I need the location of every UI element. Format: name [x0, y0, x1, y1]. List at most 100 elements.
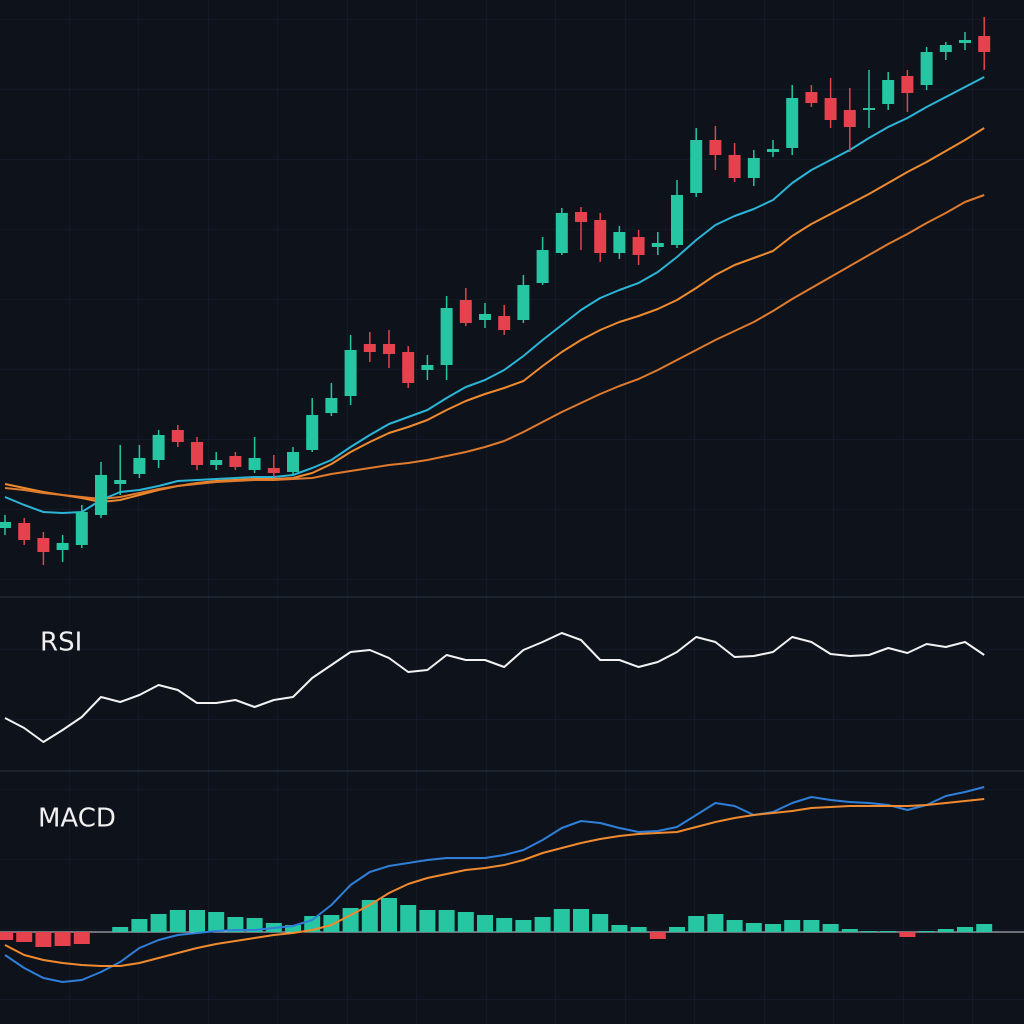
line: [4, 194, 985, 500]
panel-title: MACD: [38, 804, 116, 834]
histogram-bar: [515, 920, 532, 932]
candle-body: [171, 430, 184, 442]
line: [4, 798, 985, 967]
histogram-bar: [496, 918, 513, 932]
histogram-bar: [918, 931, 935, 932]
candle-body: [306, 415, 319, 450]
candle-body: [747, 158, 760, 178]
histogram-bar: [419, 910, 436, 932]
histogram-bar: [16, 932, 33, 942]
histogram-bar: [400, 905, 417, 932]
histogram-bar: [745, 923, 762, 932]
histogram-bar: [649, 932, 666, 939]
histogram-bar: [227, 917, 244, 932]
candle-body: [114, 480, 127, 484]
candle-body: [421, 365, 434, 370]
candle-body: [805, 92, 818, 103]
candle-body: [632, 237, 645, 255]
histogram-bar: [841, 929, 858, 932]
line: [4, 76, 985, 514]
candle-body: [248, 458, 261, 470]
histogram-bar: [957, 927, 973, 932]
histogram-bar: [323, 915, 340, 932]
candle-body: [498, 316, 511, 330]
candle-body: [939, 45, 952, 52]
candle-body: [843, 110, 856, 127]
candle-body: [210, 460, 223, 465]
histogram-bar: [573, 909, 589, 932]
candle-body: [0, 522, 11, 528]
candle-body: [671, 195, 683, 245]
histogram-bar: [784, 920, 801, 932]
histogram-bar: [73, 932, 90, 944]
histogram-bar: [937, 929, 954, 932]
histogram-bar: [899, 932, 916, 937]
candle-body: [517, 285, 530, 320]
histogram-bar: [246, 918, 263, 932]
histogram-bar: [457, 912, 474, 932]
histogram-bar: [688, 916, 705, 932]
histogram-bar: [112, 927, 129, 932]
candle-body: [709, 140, 722, 155]
candle-body: [402, 352, 415, 383]
candle-body: [920, 52, 933, 85]
candle-body: [575, 212, 587, 222]
candle-body: [882, 80, 895, 104]
histogram-bar: [976, 924, 993, 932]
histogram-bar: [765, 924, 781, 932]
histogram-bar: [707, 914, 724, 932]
candle-body: [690, 140, 703, 193]
candle-body: [152, 435, 165, 460]
histogram-bar: [611, 925, 628, 932]
candle-body: [344, 350, 357, 396]
histogram-bar: [803, 920, 820, 932]
candle-body: [767, 149, 779, 152]
histogram-bar: [592, 914, 609, 932]
candle-body: [37, 538, 50, 552]
candle-body: [651, 243, 664, 247]
candle-body: [18, 523, 31, 540]
candle-body: [978, 36, 991, 52]
candle-body: [56, 543, 69, 550]
candle-body: [824, 98, 837, 120]
histogram-bar: [630, 927, 647, 932]
histogram-bar: [189, 910, 205, 932]
histogram-bar: [669, 927, 685, 932]
candle-body: [863, 108, 875, 110]
histogram-bar: [726, 920, 743, 932]
candle-body: [613, 232, 626, 253]
histogram-bar: [861, 931, 877, 932]
panel-title: RSI: [40, 628, 82, 658]
candle-body: [728, 155, 741, 178]
candle-body: [536, 250, 549, 283]
histogram-bar: [0, 932, 13, 940]
histogram-bar: [822, 924, 839, 932]
histogram-bar: [150, 914, 167, 932]
histogram-bar: [35, 932, 52, 947]
histogram-bar: [285, 925, 301, 932]
histogram-bar: [553, 909, 570, 932]
histogram-bar: [438, 910, 455, 932]
histogram-bar: [169, 910, 186, 932]
histogram-bar: [208, 912, 225, 932]
candle-body: [786, 98, 799, 148]
histogram-bar: [534, 917, 551, 932]
candle-body: [287, 452, 299, 472]
candle-body: [325, 398, 338, 413]
candle-body: [383, 344, 395, 354]
histogram-bar: [381, 898, 397, 932]
candle-body: [479, 314, 491, 320]
candle-body: [440, 308, 453, 365]
candle-body: [267, 468, 280, 473]
candle-body: [459, 300, 472, 323]
candle-body: [191, 442, 203, 465]
candle-body: [75, 512, 88, 545]
histogram-bar: [54, 932, 71, 946]
candle-body: [133, 458, 146, 474]
histogram-bar: [131, 919, 148, 932]
histogram-bar: [880, 931, 897, 932]
candle-body: [959, 40, 971, 43]
histogram-bar: [477, 915, 493, 932]
